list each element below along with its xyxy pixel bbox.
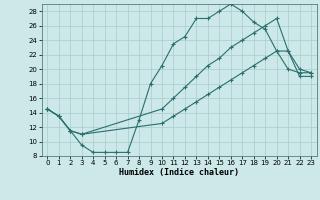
X-axis label: Humidex (Indice chaleur): Humidex (Indice chaleur) (119, 168, 239, 177)
